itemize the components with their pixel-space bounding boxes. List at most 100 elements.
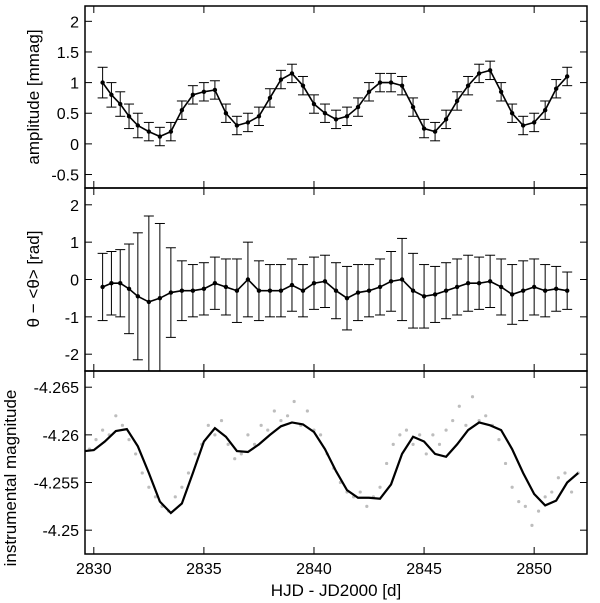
data-point xyxy=(498,284,504,290)
scatter-point xyxy=(556,476,560,480)
scatter-point xyxy=(252,442,257,446)
scatter-point xyxy=(259,423,263,427)
scatter-point xyxy=(272,409,276,413)
data-point xyxy=(388,279,394,284)
fit-line xyxy=(85,421,579,515)
data-point xyxy=(135,123,141,128)
scatter-point xyxy=(464,423,468,427)
data-point xyxy=(399,83,405,88)
scatter-point xyxy=(517,499,521,504)
y-tick-label: 2 xyxy=(70,14,79,31)
data-point xyxy=(366,89,372,94)
panel-marks-2 xyxy=(85,395,580,528)
data-point xyxy=(245,120,251,125)
data-point xyxy=(553,286,559,292)
data-point xyxy=(146,299,152,305)
y-tick-label: 0.5 xyxy=(57,106,79,123)
scatter-point xyxy=(477,418,481,423)
data-point xyxy=(498,89,504,94)
x-tick-label: 2840 xyxy=(296,561,332,578)
data-point xyxy=(289,71,295,76)
data-point xyxy=(465,281,471,286)
scatter-point xyxy=(127,438,131,442)
data-point xyxy=(212,87,218,93)
data-point xyxy=(109,281,114,286)
scatter-point xyxy=(530,523,534,528)
scatter-point xyxy=(193,452,197,456)
scatter-point xyxy=(411,442,415,446)
data-point xyxy=(190,288,196,293)
y-axis-label-phase: θ − <θ> [rad] xyxy=(24,231,43,328)
x-axis-label: HJD - JD2000 [d] xyxy=(271,581,401,600)
scatter-point xyxy=(404,428,409,432)
data-point xyxy=(126,286,132,292)
data-point xyxy=(100,80,105,85)
y-tick-label: -4.25 xyxy=(43,523,80,540)
data-point xyxy=(454,98,460,104)
y-tick-label: 1 xyxy=(70,235,79,252)
scatter-point xyxy=(497,438,501,442)
data-point xyxy=(410,104,416,110)
y-tick-label: 1.5 xyxy=(57,45,79,62)
scatter-point xyxy=(563,471,567,475)
data-point xyxy=(465,83,471,88)
data-point xyxy=(322,111,328,116)
y-tick-label: -4.255 xyxy=(34,476,79,493)
scatter-point xyxy=(536,509,541,513)
data-point xyxy=(564,288,570,293)
data-point xyxy=(168,290,174,295)
series-line xyxy=(101,69,568,138)
data-point xyxy=(421,294,427,299)
x-tick-label: 2845 xyxy=(406,561,442,578)
data-point xyxy=(531,120,537,125)
data-point xyxy=(223,284,229,290)
x-tick-label: 2850 xyxy=(516,561,552,578)
x-tick-label: 2835 xyxy=(186,561,222,578)
data-point xyxy=(399,277,405,282)
scatter-point xyxy=(444,428,448,432)
data-point xyxy=(234,288,240,293)
scatter-point xyxy=(239,452,243,456)
scatter-point xyxy=(120,423,125,427)
scatter-point xyxy=(424,452,428,456)
data-point xyxy=(256,288,262,293)
data-point xyxy=(311,281,317,286)
data-point xyxy=(300,83,306,88)
data-point xyxy=(443,117,449,122)
data-point xyxy=(267,288,273,293)
data-point xyxy=(344,114,350,119)
data-point xyxy=(267,95,273,101)
scatter-point xyxy=(418,433,422,437)
scatter-point xyxy=(569,490,574,494)
data-point xyxy=(126,114,132,119)
data-point xyxy=(256,114,262,119)
data-point xyxy=(476,71,482,76)
data-point xyxy=(410,288,416,293)
data-point xyxy=(245,277,251,282)
data-point xyxy=(377,284,383,290)
scatter-point xyxy=(206,423,210,427)
scatter-point xyxy=(285,414,290,418)
data-point xyxy=(100,284,105,290)
scatter-point xyxy=(233,457,237,461)
y-tick-label: -4.26 xyxy=(43,428,80,445)
data-point xyxy=(289,282,295,288)
scatter-point xyxy=(94,438,98,442)
data-point xyxy=(531,284,537,290)
scatter-point xyxy=(451,418,455,423)
panel-marks-0 xyxy=(97,60,573,147)
scatter-point xyxy=(470,395,475,399)
scatter-point xyxy=(219,418,224,423)
data-point xyxy=(234,123,240,128)
scatter-point xyxy=(153,495,158,499)
scatter-point xyxy=(292,399,296,404)
scatter-point xyxy=(550,490,554,494)
data-point xyxy=(443,288,449,293)
y-tick-label: 2 xyxy=(70,198,79,215)
scatter-point xyxy=(266,428,270,432)
y-tick-label: -4.265 xyxy=(34,380,79,397)
data-point xyxy=(454,284,460,290)
panel-marks-1 xyxy=(97,215,573,371)
data-point xyxy=(564,74,570,79)
